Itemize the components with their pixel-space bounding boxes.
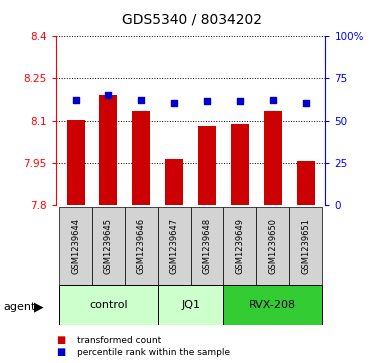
Text: GSM1239649: GSM1239649 xyxy=(235,218,244,274)
Point xyxy=(138,98,144,103)
Bar xyxy=(92,207,125,285)
Text: ■: ■ xyxy=(56,347,65,357)
Bar xyxy=(231,123,249,205)
Text: control: control xyxy=(89,300,128,310)
Bar xyxy=(223,207,256,285)
Text: JQ1: JQ1 xyxy=(181,300,200,310)
Text: GSM1239644: GSM1239644 xyxy=(71,218,80,274)
Text: GSM1239646: GSM1239646 xyxy=(137,218,146,274)
Text: agent: agent xyxy=(4,302,36,312)
Text: GSM1239650: GSM1239650 xyxy=(268,218,277,274)
Bar xyxy=(158,285,223,325)
Bar xyxy=(99,94,117,205)
Bar xyxy=(223,285,322,325)
Point xyxy=(237,98,243,104)
Text: GSM1239651: GSM1239651 xyxy=(301,218,310,274)
Point xyxy=(171,100,177,106)
Point xyxy=(105,92,112,98)
Bar xyxy=(296,162,315,205)
Text: GDS5340 / 8034202: GDS5340 / 8034202 xyxy=(122,13,263,27)
Bar xyxy=(198,126,216,205)
Bar xyxy=(256,207,289,285)
Bar xyxy=(59,285,158,325)
Text: ▶: ▶ xyxy=(34,300,43,313)
Bar xyxy=(191,207,223,285)
Bar xyxy=(59,207,92,285)
Text: transformed count: transformed count xyxy=(77,336,161,345)
Bar xyxy=(132,111,150,205)
Text: RVX-208: RVX-208 xyxy=(249,300,296,310)
Point xyxy=(72,98,79,103)
Bar xyxy=(264,111,282,205)
Bar xyxy=(289,207,322,285)
Bar xyxy=(125,207,158,285)
Point xyxy=(303,100,309,106)
Bar xyxy=(165,159,183,205)
Text: GSM1239647: GSM1239647 xyxy=(170,218,179,274)
Text: ■: ■ xyxy=(56,335,65,346)
Text: GSM1239648: GSM1239648 xyxy=(203,218,211,274)
Point xyxy=(204,98,210,104)
Text: GSM1239645: GSM1239645 xyxy=(104,218,113,274)
Text: percentile rank within the sample: percentile rank within the sample xyxy=(77,348,230,356)
Point xyxy=(270,97,276,102)
Bar xyxy=(158,207,191,285)
Bar xyxy=(67,120,85,205)
